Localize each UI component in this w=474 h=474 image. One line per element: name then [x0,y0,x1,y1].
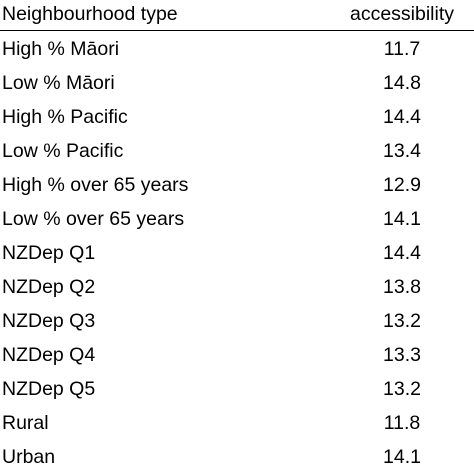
neighbourhood-type-cell: High % Māori [2,38,120,60]
table-row: NZDep Q3 13.2 [0,304,474,338]
accessibility-cell: 14.4 [383,242,421,264]
table-row: Low % over 65 years 14.1 [0,202,474,236]
header-neighbourhood-type: Neighbourhood type [2,3,178,25]
accessibility-cell: 13.3 [383,344,421,366]
accessibility-cell: 14.1 [383,446,421,468]
table-row: NZDep Q5 13.2 [0,372,474,406]
table-row: NZDep Q4 13.3 [0,338,474,372]
accessibility-cell: 12.9 [383,174,421,196]
neighbourhood-type-cell: NZDep Q5 [2,378,96,400]
neighbourhood-type-cell: NZDep Q2 [2,276,96,298]
neighbourhood-type-cell: Rural [2,412,49,434]
table-row: High % Māori 11.7 [0,32,474,66]
neighbourhood-type-cell: High % over 65 years [2,174,189,196]
accessibility-cell: 13.4 [383,140,421,162]
accessibility-cell: 13.2 [383,378,421,400]
header-accessibility: accessibility [349,3,455,25]
neighbourhood-type-cell: NZDep Q3 [2,310,96,332]
table-header: Neighbourhood type accessibility [0,0,474,31]
accessibility-cell: 13.2 [383,310,421,332]
accessibility-cell: 14.1 [383,208,421,230]
table-row: Low % Māori 14.8 [0,66,474,100]
accessibility-cell: 14.4 [383,106,421,128]
table-row: Urban 14.1 [0,440,474,474]
neighbourhood-type-cell: NZDep Q4 [2,344,96,366]
table-row: Rural 11.8 [0,406,474,440]
neighbourhood-type-cell: Urban [2,446,56,468]
table-row: NZDep Q1 14.4 [0,236,474,270]
table-row: High % over 65 years 12.9 [0,168,474,202]
table-row: NZDep Q2 13.8 [0,270,474,304]
table-row: Low % Pacific 13.4 [0,134,474,168]
neighbourhood-type-cell: High % Pacific [2,106,128,128]
neighbourhood-type-cell: NZDep Q1 [2,242,96,264]
table-row: High % Pacific 14.4 [0,100,474,134]
neighbourhood-type-cell: Low % Māori [2,72,115,94]
accessibility-cell: 11.8 [383,412,421,434]
neighbourhood-type-cell: Low % over 65 years [2,208,185,230]
accessibility-cell: 11.7 [383,38,421,60]
accessibility-cell: 14.8 [383,72,421,94]
accessibility-cell: 13.8 [383,276,421,298]
neighbourhood-type-cell: Low % Pacific [2,140,124,162]
